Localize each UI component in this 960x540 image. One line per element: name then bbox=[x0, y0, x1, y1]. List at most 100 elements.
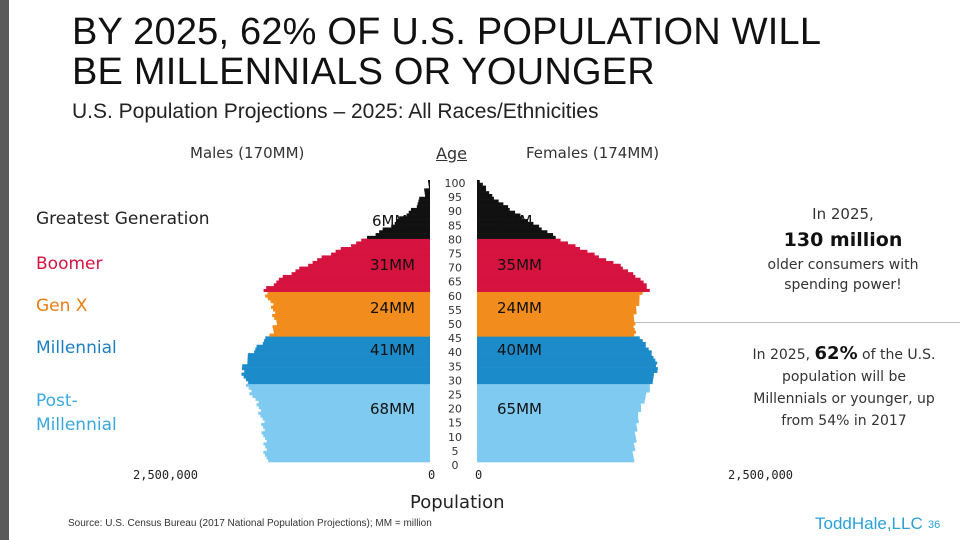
male-bar-age-15 bbox=[262, 417, 430, 421]
males-amount-millennial: 41MM bbox=[370, 341, 415, 359]
company-logo: ToddHale,LLC bbox=[815, 514, 923, 533]
callout-1-highlight: 130 million bbox=[783, 229, 903, 251]
male-bar-age-31 bbox=[241, 372, 430, 376]
male-bar-age-57 bbox=[270, 300, 430, 304]
male-bar-age-64 bbox=[276, 280, 430, 284]
female-bar-age-30 bbox=[477, 375, 654, 379]
female-bar-age-42 bbox=[477, 341, 646, 346]
age-tick-55: 55 bbox=[448, 304, 462, 317]
female-bar-age-77 bbox=[477, 244, 576, 248]
male-bar-age-49 bbox=[276, 322, 430, 326]
female-bar-age-88 bbox=[477, 213, 521, 217]
female-bar-age-9 bbox=[477, 434, 636, 438]
male-bar-age-89 bbox=[408, 210, 430, 214]
male-bar-age-72 bbox=[317, 258, 430, 262]
female-bar-age-27 bbox=[477, 383, 650, 387]
male-bar-age-73 bbox=[321, 255, 430, 259]
female-bar-age-39 bbox=[477, 350, 652, 354]
age-tick-5: 5 bbox=[452, 445, 459, 458]
female-bar-age-2 bbox=[477, 453, 634, 457]
female-bar-age-50 bbox=[477, 319, 635, 323]
female-bar-age-36 bbox=[477, 358, 656, 362]
male-bar-age-80 bbox=[367, 235, 430, 239]
female-bar-age-55 bbox=[477, 305, 637, 309]
male-bar-age-9 bbox=[263, 434, 430, 438]
male-bar-age-48 bbox=[272, 325, 430, 329]
males-header: Males (170MM) bbox=[190, 144, 304, 162]
male-bar-age-7 bbox=[266, 439, 430, 443]
female-bar-age-12 bbox=[477, 425, 637, 429]
female-bar-age-31 bbox=[477, 372, 654, 376]
female-bar-age-13 bbox=[477, 422, 637, 426]
female-bar-age-70 bbox=[477, 263, 621, 267]
source-footnote: Source: U.S. Census Bureau (2017 Nationa… bbox=[68, 518, 432, 529]
male-bar-age-28 bbox=[248, 381, 430, 385]
x-axis-right-label: 2,500,000 bbox=[728, 468, 794, 482]
gen-label-millennial: Millennial bbox=[36, 338, 117, 358]
female-bar-age-35 bbox=[477, 361, 658, 365]
male-bar-age-87 bbox=[399, 216, 430, 220]
females-amount-greatest: 9MM bbox=[497, 212, 533, 230]
male-bar-age-16 bbox=[260, 414, 430, 418]
female-bar-age-16 bbox=[477, 414, 639, 418]
age-tick-15: 15 bbox=[448, 417, 462, 430]
males-amount-boomer: 31MM bbox=[370, 256, 415, 274]
age-tick-85: 85 bbox=[448, 219, 462, 232]
female-bar-age-97 bbox=[477, 188, 487, 192]
female-bar-age-0 bbox=[477, 459, 635, 463]
female-bar-age-26 bbox=[477, 386, 650, 390]
x-axis-left-zero: 0 bbox=[428, 468, 436, 482]
age-tick-0: 0 bbox=[452, 459, 459, 472]
male-bar-age-4 bbox=[266, 448, 430, 452]
age-tick-75: 75 bbox=[448, 248, 462, 261]
age-tick-90: 90 bbox=[448, 205, 462, 218]
male-bar-age-29 bbox=[245, 378, 430, 382]
male-bar-age-2 bbox=[264, 453, 430, 457]
subtitle-prefix: U.S. Population Projections – 2025: bbox=[72, 100, 409, 123]
male-bar-age-77 bbox=[350, 244, 430, 248]
females-amount-boomer: 35MM bbox=[497, 256, 542, 274]
female-bar-age-43 bbox=[477, 339, 643, 343]
male-bar-age-44 bbox=[265, 336, 430, 340]
female-bar-age-96 bbox=[477, 191, 490, 195]
female-bar-age-41 bbox=[477, 344, 646, 348]
male-bar-age-81 bbox=[375, 233, 430, 237]
callout-130-million: In 2025, 130 million older consumers wit… bbox=[748, 205, 938, 295]
male-bar-age-47 bbox=[273, 327, 430, 332]
male-bar-age-13 bbox=[261, 422, 430, 426]
male-bar-age-100 bbox=[428, 180, 430, 184]
male-bar-age-94 bbox=[419, 196, 430, 200]
female-bar-age-92 bbox=[477, 202, 504, 206]
female-bar-age-60 bbox=[477, 291, 643, 295]
female-bar-age-94 bbox=[477, 196, 494, 200]
female-bar-age-57 bbox=[477, 300, 640, 304]
female-bar-age-66 bbox=[477, 274, 636, 279]
female-bar-age-48 bbox=[477, 325, 634, 329]
callout-1-line-3: older consumers with spending power! bbox=[767, 257, 919, 293]
females-count: (174MM) bbox=[592, 144, 660, 162]
male-bar-age-55 bbox=[270, 305, 430, 309]
male-bar-age-18 bbox=[261, 408, 430, 413]
male-bar-age-40 bbox=[255, 347, 430, 351]
male-bar-age-99 bbox=[428, 182, 430, 186]
slide-title: BY 2025, 62% OF U.S. POPULATION WILL BE … bbox=[72, 12, 821, 92]
male-bar-age-51 bbox=[274, 316, 430, 320]
female-bar-age-3 bbox=[477, 450, 633, 454]
female-bar-age-95 bbox=[477, 193, 493, 198]
female-bar-age-64 bbox=[477, 280, 644, 284]
page-number: 36 bbox=[928, 519, 941, 531]
female-bar-age-58 bbox=[477, 297, 640, 301]
gen-label-genx: Gen X bbox=[36, 296, 88, 316]
male-bar-age-27 bbox=[245, 383, 430, 387]
male-bar-age-95 bbox=[425, 193, 430, 198]
callout-2-highlight: 62% bbox=[814, 343, 858, 364]
female-bar-age-90 bbox=[477, 207, 510, 212]
male-bar-age-92 bbox=[417, 202, 430, 206]
males-count: (170MM) bbox=[238, 144, 305, 162]
age-tick-70: 70 bbox=[448, 262, 462, 275]
female-bar-age-49 bbox=[477, 322, 636, 326]
female-bar-age-6 bbox=[477, 442, 635, 446]
female-bar-age-22 bbox=[477, 397, 646, 401]
male-bar-age-42 bbox=[262, 341, 430, 346]
males-amount-greatest: 6MM bbox=[372, 212, 408, 230]
